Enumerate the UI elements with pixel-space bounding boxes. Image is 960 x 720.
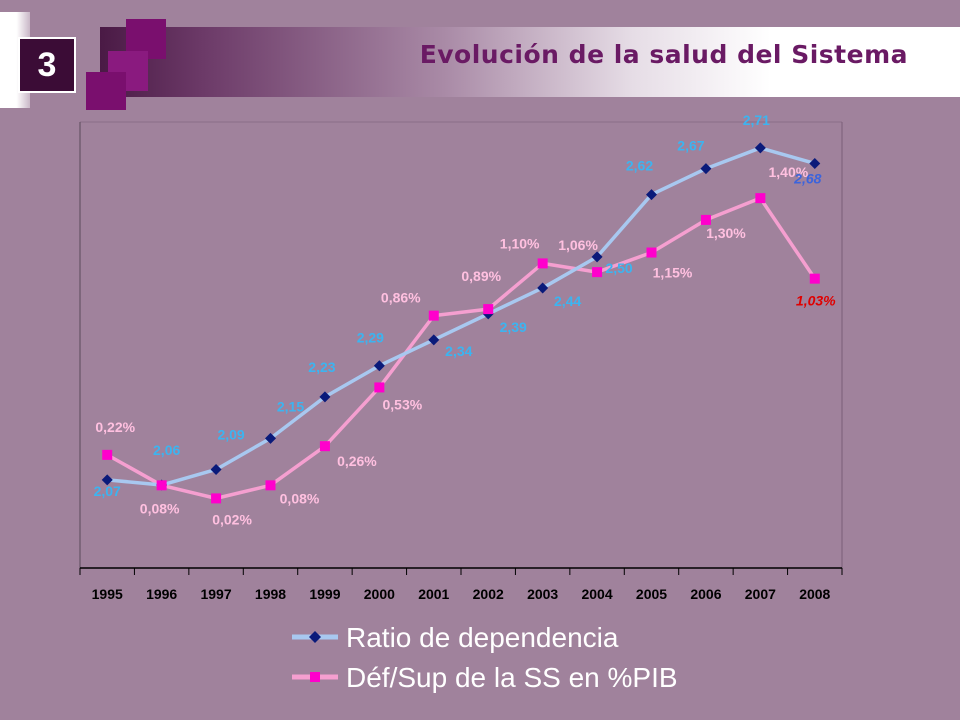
x-tick-label: 2008 <box>799 586 830 602</box>
ratio-label-1998: 2,15 <box>277 398 304 414</box>
ratio-label-2007: 2,71 <box>743 112 770 128</box>
legend-item-deficit-marker <box>310 672 320 682</box>
ratio-label-2002: 2,39 <box>500 319 527 335</box>
deficit-point-1995 <box>102 449 113 460</box>
deficit-label-2000: 0,53% <box>383 396 423 412</box>
x-tick-label: 2003 <box>527 586 558 602</box>
deficit-point-2000 <box>374 382 385 393</box>
ratio-point-2003 <box>537 282 549 294</box>
ratio-label-2006: 2,67 <box>677 138 704 154</box>
x-tick-label: 2000 <box>364 586 395 602</box>
ratio-label-1997: 2,09 <box>217 426 244 442</box>
legend-item-ratio-label: Ratio de dependencia <box>346 622 619 653</box>
deficit-label-1998: 0,08% <box>280 490 320 506</box>
deficit-point-1999 <box>319 441 330 452</box>
x-tick-label: 1996 <box>146 586 177 602</box>
page-title: Evolución de la salud del Sistema <box>419 40 908 69</box>
ratio-label-1999: 2,23 <box>308 359 335 375</box>
ratio-point-1998 <box>265 432 276 444</box>
ratio-point-2005 <box>646 189 657 201</box>
x-tick-label: 1999 <box>309 586 340 602</box>
deficit-label-1997: 0,02% <box>212 511 252 527</box>
x-tick-label: 1997 <box>200 586 231 602</box>
deficit-label-2005: 1,15% <box>653 265 693 281</box>
series-line-deficit <box>106 196 817 501</box>
deficit-point-2002 <box>483 304 494 315</box>
ratio-label-2008: 2,68 <box>793 170 821 186</box>
x-tick-label: 2001 <box>418 586 449 602</box>
deficit-point-2001 <box>428 310 439 321</box>
ratio-point-2007 <box>754 142 766 154</box>
ratio-point-1995 <box>101 474 113 486</box>
ratio-point-1999 <box>319 391 331 403</box>
series-line-ratio <box>107 146 816 487</box>
ratio-label-1996: 2,06 <box>153 442 180 458</box>
x-tick-label: 2005 <box>636 586 667 602</box>
x-tick-label: 2006 <box>690 586 721 602</box>
deficit-label-2008: 1,03% <box>796 293 836 309</box>
deficit-label-2002: 0,89% <box>461 268 501 284</box>
ratio-point-2008 <box>809 157 821 169</box>
deficit-label-1996: 0,08% <box>140 500 180 516</box>
deficit-label-2004: 1,06% <box>558 237 598 253</box>
ratio-point-2006 <box>700 163 712 175</box>
ratio-label-2005: 2,62 <box>626 158 653 174</box>
ratio-label-2004: 2,50 <box>605 260 632 276</box>
deficit-label-2006: 1,30% <box>706 225 746 241</box>
x-tick-label: 1998 <box>255 586 286 602</box>
ratio-point-1997 <box>210 463 222 475</box>
ratio-label-2000: 2,29 <box>357 330 384 346</box>
deficit-point-1997 <box>211 493 222 504</box>
ratio-point-2001 <box>428 334 440 346</box>
header-band <box>100 27 960 97</box>
x-tick-label: 2004 <box>581 586 612 602</box>
deficit-point-2005 <box>646 247 657 258</box>
x-tick-label: 1995 <box>92 586 123 602</box>
legend-item-ratio-marker <box>309 631 321 643</box>
deficit-point-2008 <box>809 273 820 284</box>
ratio-point-2000 <box>373 360 385 372</box>
deficit-point-2007 <box>755 193 766 204</box>
ratio-label-1995: 2,07 <box>94 483 121 499</box>
x-tick-label: 2002 <box>473 586 504 602</box>
legend-item-deficit-label: Déf/Sup de la SS en %PIB <box>346 662 678 693</box>
ratio-label-2001: 2,34 <box>445 343 472 359</box>
deficit-label-1999: 0,26% <box>337 453 377 469</box>
deficit-label-1995: 0,22% <box>95 419 135 435</box>
ratio-label-2003: 2,44 <box>554 293 581 309</box>
deficit-label-2007: 1,40% <box>769 164 809 180</box>
slide-number-badge: 3 <box>18 37 76 93</box>
deficit-point-2004 <box>592 267 603 278</box>
decor-square-3 <box>86 72 126 110</box>
x-tick-label: 2007 <box>745 586 776 602</box>
deficit-point-2003 <box>537 258 548 269</box>
deficit-point-2006 <box>700 214 711 225</box>
deficit-point-1996 <box>156 480 167 491</box>
ratio-point-2004 <box>591 251 603 263</box>
deficit-point-1998 <box>265 480 276 491</box>
deficit-label-2003: 1,10% <box>500 235 540 251</box>
deficit-label-2001: 0,86% <box>381 290 421 306</box>
